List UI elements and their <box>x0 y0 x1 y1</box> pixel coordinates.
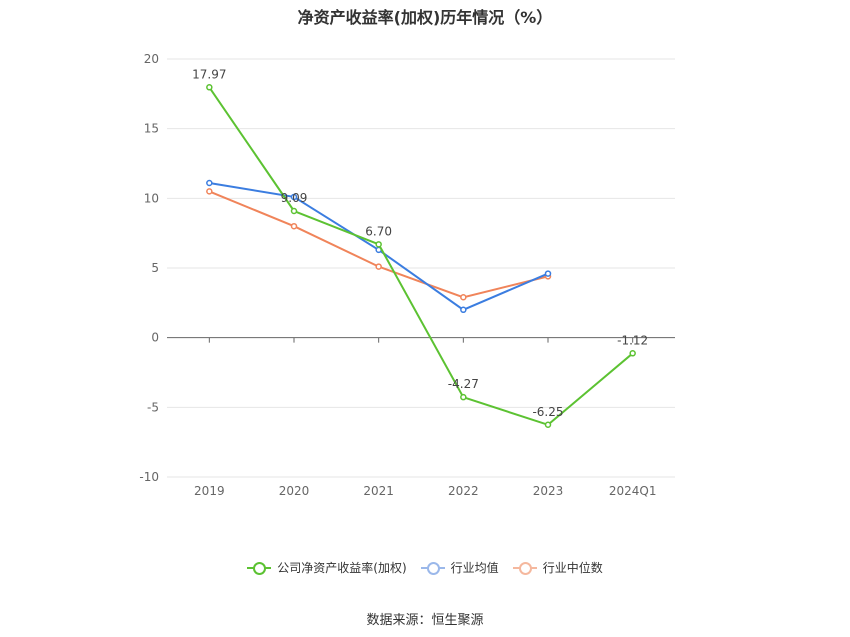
data-point[interactable] <box>544 270 552 277</box>
y-tick-label: 5 <box>151 261 159 275</box>
legend: 公司净资产收益率(加权) 行业均值 行业中位数 <box>0 559 850 576</box>
data-point[interactable] <box>629 350 636 357</box>
data-point[interactable] <box>544 421 552 428</box>
legend-item-industry-median[interactable]: 行业中位数 <box>512 559 603 576</box>
data-point[interactable] <box>375 241 382 248</box>
data-label: 6.70 <box>365 224 392 238</box>
legend-line-icon <box>247 561 272 575</box>
legend-label: 行业中位数 <box>542 561 603 575</box>
data-point[interactable] <box>375 263 382 270</box>
x-tick-label: 2024Q1 <box>609 484 657 498</box>
series-line <box>208 86 634 426</box>
y-tick-label: -10 <box>139 470 159 484</box>
data-point[interactable] <box>290 207 298 215</box>
chart-title: 净资产收益率(加权)历年情况（%） <box>297 8 553 27</box>
data-point[interactable] <box>290 222 298 230</box>
y-tick-label: -5 <box>147 400 159 414</box>
legend-label: 行业均值 <box>450 561 499 575</box>
data-point[interactable] <box>206 188 213 195</box>
grid-layer <box>167 58 675 478</box>
x-tick-label: 2022 <box>448 484 479 498</box>
x-tick-label: 2019 <box>194 484 225 498</box>
data-point[interactable] <box>460 306 467 314</box>
data-point[interactable] <box>206 84 213 91</box>
data-label: -1.12 <box>617 333 648 347</box>
data-label: 9.09 <box>281 191 308 205</box>
y-tick-label: 20 <box>144 52 159 66</box>
data-point[interactable] <box>206 179 213 187</box>
legend-line-icon <box>512 561 537 575</box>
data-label: 17.97 <box>192 67 226 81</box>
data-label: -6.25 <box>532 405 563 419</box>
axis-layer: 20 15 10 5 0 -5 -10 2019 2020 2021 2022 2023 2024Q1 <box>139 52 675 498</box>
data-source: 数据来源：恒生聚源 <box>366 613 484 628</box>
data-point[interactable] <box>460 294 467 301</box>
data-point[interactable] <box>460 393 467 401</box>
x-tick-label: 2020 <box>279 484 310 498</box>
y-tick-label: 15 <box>144 122 159 136</box>
data-label-layer: 17.97 9.09 6.70 -4.27 -6.25 -1.12 <box>192 67 648 418</box>
legend-line-icon <box>420 561 445 575</box>
x-tick-label: 2021 <box>363 484 394 498</box>
data-point[interactable] <box>290 193 298 201</box>
series-layer <box>206 84 636 428</box>
y-tick-label: 10 <box>144 191 159 205</box>
y-tick-label: 0 <box>151 331 159 345</box>
legend-item-industry-mean[interactable]: 行业均值 <box>420 559 499 576</box>
x-tick-label: 2023 <box>533 484 564 498</box>
legend-label: 公司净资产收益率(加权) <box>277 561 407 575</box>
data-label: -4.27 <box>448 377 479 391</box>
legend-item-company[interactable]: 公司净资产收益率(加权) <box>247 559 407 576</box>
